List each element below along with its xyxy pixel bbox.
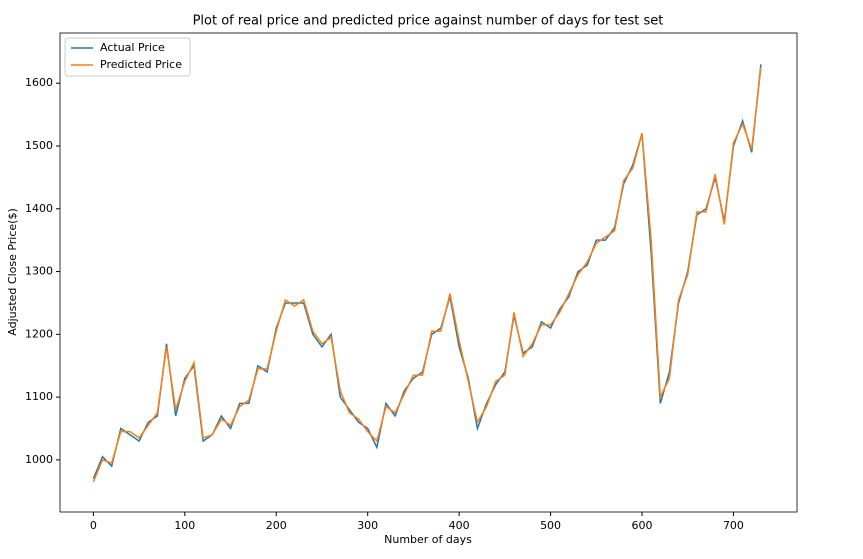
chart-title: Plot of real price and predicted price a… <box>193 14 664 29</box>
y-tick-label: 1000 <box>25 453 53 466</box>
plot-frame <box>59 32 798 513</box>
x-axis-label: Number of days <box>384 533 472 546</box>
x-tick-label: 0 <box>90 519 97 532</box>
x-tick-label: 600 <box>632 519 653 532</box>
y-tick-label: 1300 <box>25 265 53 278</box>
legend-label: Predicted Price <box>100 58 182 71</box>
y-axis-label: Adjusted Close Price($) <box>6 208 19 336</box>
x-tick-label: 700 <box>723 519 744 532</box>
legend-label: Actual Price <box>100 41 165 54</box>
x-tick-label: 400 <box>449 519 470 532</box>
y-tick-label: 1600 <box>25 76 53 89</box>
legend-box <box>64 37 191 77</box>
x-tick-label: 500 <box>540 519 561 532</box>
y-tick-label: 1100 <box>25 390 53 403</box>
line-series <box>92 67 762 483</box>
y-tick-label: 1200 <box>25 327 53 340</box>
y-tick-label: 1500 <box>25 139 53 152</box>
x-tick-label: 300 <box>357 519 378 532</box>
x-tick-label: 200 <box>266 519 287 532</box>
x-tick-label: 100 <box>174 519 195 532</box>
y-tick-label: 1400 <box>25 202 53 215</box>
